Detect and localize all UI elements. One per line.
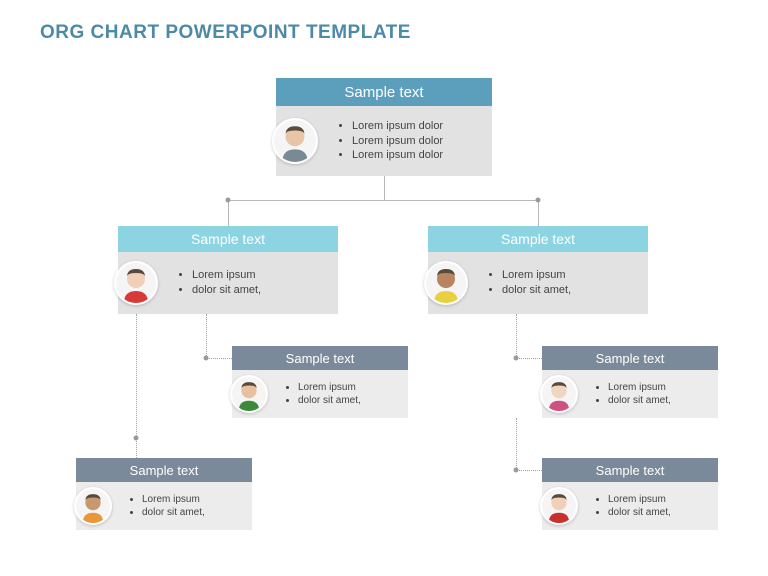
bullet-item: Lorem ipsum [608, 381, 671, 395]
org-node-leaf-1: Sample text Lorem ipsumdolor sit amet, [232, 346, 408, 418]
node-header: Sample text [76, 458, 252, 482]
bullet-item: dolor sit amet, [608, 506, 671, 520]
bullet-item: Lorem ipsum dolor [352, 148, 443, 163]
bullet-item: Lorem ipsum [502, 268, 571, 283]
bullet-item: dolor sit amet, [502, 283, 571, 298]
node-body: Lorem ipsumdolor sit amet, [542, 482, 718, 530]
org-node-leaf-3: Sample text Lorem ipsumdolor sit amet, [76, 458, 252, 530]
org-node-child-left: Sample text Lorem ipsumdolor sit amet, [118, 226, 338, 314]
avatar [230, 375, 268, 413]
avatar [540, 375, 578, 413]
org-chart: Sample text Lorem ipsum dolorLorem ipsum… [0, 0, 768, 576]
node-body: Lorem ipsumdolor sit amet, [542, 370, 718, 418]
node-bullets: Lorem ipsumdolor sit amet, [484, 268, 571, 298]
org-node-child-right: Sample text Lorem ipsumdolor sit amet, [428, 226, 648, 314]
bullet-item: Lorem ipsum dolor [352, 119, 443, 134]
avatar [540, 487, 578, 525]
avatar [74, 487, 112, 525]
avatar [424, 261, 468, 305]
node-header: Sample text [542, 346, 718, 370]
node-header: Sample text [428, 226, 648, 252]
node-header: Sample text [276, 78, 492, 106]
bullet-item: Lorem ipsum dolor [352, 134, 443, 149]
bullet-item: Lorem ipsum [142, 493, 205, 507]
node-bullets: Lorem ipsumdolor sit amet, [590, 493, 671, 520]
bullet-item: Lorem ipsum [298, 381, 361, 395]
node-bullets: Lorem ipsumdolor sit amet, [124, 493, 205, 520]
bullet-item: dolor sit amet, [142, 506, 205, 520]
org-node-leaf-2: Sample text Lorem ipsumdolor sit amet, [542, 346, 718, 418]
bullet-item: Lorem ipsum [192, 268, 261, 283]
node-bullets: Lorem ipsumdolor sit amet, [590, 381, 671, 408]
node-header: Sample text [118, 226, 338, 252]
node-body: Lorem ipsum dolorLorem ipsum dolorLorem … [276, 106, 492, 176]
node-body: Lorem ipsumdolor sit amet, [76, 482, 252, 530]
avatar [272, 118, 318, 164]
node-body: Lorem ipsumdolor sit amet, [232, 370, 408, 418]
node-header: Sample text [232, 346, 408, 370]
avatar [114, 261, 158, 305]
org-node-leaf-4: Sample text Lorem ipsumdolor sit amet, [542, 458, 718, 530]
node-bullets: Lorem ipsum dolorLorem ipsum dolorLorem … [334, 119, 443, 164]
node-bullets: Lorem ipsumdolor sit amet, [174, 268, 261, 298]
bullet-item: Lorem ipsum [608, 493, 671, 507]
node-bullets: Lorem ipsumdolor sit amet, [280, 381, 361, 408]
bullet-item: dolor sit amet, [192, 283, 261, 298]
org-node-root: Sample text Lorem ipsum dolorLorem ipsum… [276, 78, 492, 176]
node-body: Lorem ipsumdolor sit amet, [428, 252, 648, 314]
node-header: Sample text [542, 458, 718, 482]
bullet-item: dolor sit amet, [608, 394, 671, 408]
node-body: Lorem ipsumdolor sit amet, [118, 252, 338, 314]
bullet-item: dolor sit amet, [298, 394, 361, 408]
